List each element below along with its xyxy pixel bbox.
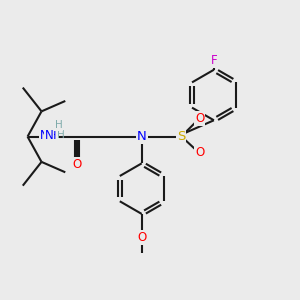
Text: N: N xyxy=(137,130,147,143)
Text: N: N xyxy=(45,129,53,142)
Text: O: O xyxy=(137,231,146,244)
Text: F: F xyxy=(211,54,217,67)
Text: H: H xyxy=(57,130,65,140)
Text: O: O xyxy=(195,112,204,125)
Text: O: O xyxy=(73,158,82,171)
Text: H: H xyxy=(55,120,62,130)
Text: O: O xyxy=(195,146,204,160)
Text: S: S xyxy=(177,130,185,143)
Text: NH: NH xyxy=(40,129,58,142)
